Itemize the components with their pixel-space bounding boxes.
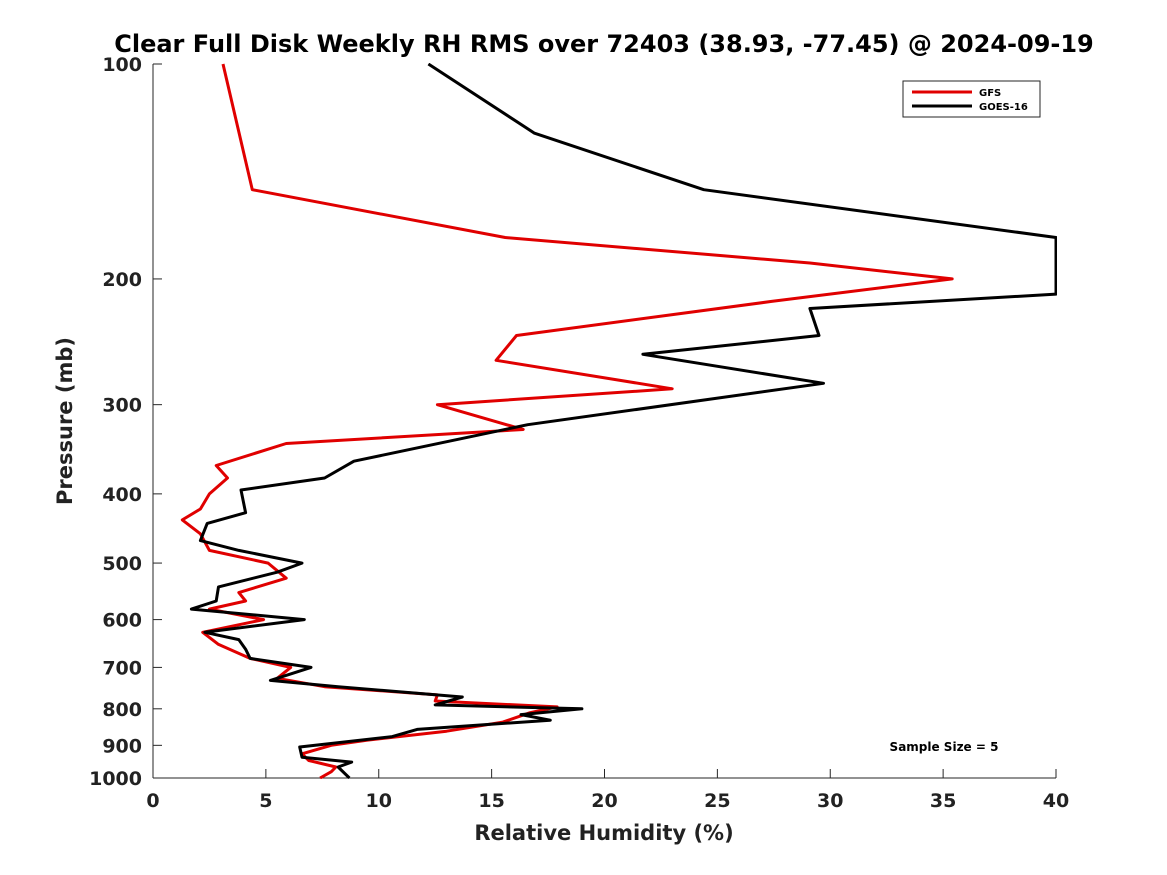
legend: GFS GOES-16 (902, 80, 1041, 118)
y-axis-label: Pressure (mb) (53, 337, 77, 505)
y-tick-label: 300 (102, 395, 142, 417)
x-axis-label: Relative Humidity (%) (474, 821, 733, 845)
legend-label: GOES-16 (979, 102, 1028, 113)
y-tick-label: 200 (102, 269, 142, 291)
x-tick-label: 20 (591, 790, 617, 812)
chart-title: Clear Full Disk Weekly RH RMS over 72403… (114, 30, 1094, 58)
legend-box (902, 80, 1041, 118)
sample-size-annotation: Sample Size = 5 (890, 740, 999, 754)
y-tick-label: 700 (102, 657, 142, 679)
x-tick-label: 35 (930, 790, 956, 812)
x-tick-label: 5 (259, 790, 272, 812)
series-layer (180, 63, 1057, 779)
y-tick-label: 900 (102, 735, 142, 757)
x-tick-label: 30 (817, 790, 843, 812)
x-tick-label: 40 (1043, 790, 1069, 812)
y-tick-label: 800 (102, 699, 142, 721)
x-tick-label: 15 (478, 790, 504, 812)
axes: 0 5 10 15 20 25 30 35 40 100 200 300 400 500 600 700 800… (89, 54, 1069, 812)
x-tick-label: 25 (704, 790, 730, 812)
y-tick-label: 100 (102, 54, 142, 76)
series-line-goes-16 (189, 63, 1057, 779)
y-tick-label: 500 (102, 553, 142, 575)
x-tick-label: 10 (366, 790, 392, 812)
y-tick-label: 1000 (89, 768, 142, 790)
legend-label: GFS (979, 88, 1001, 99)
y-tick-label: 400 (102, 484, 142, 506)
y-tick-label: 600 (102, 610, 142, 632)
x-tick-label: 0 (146, 790, 159, 812)
series-line-gfs (180, 63, 954, 779)
